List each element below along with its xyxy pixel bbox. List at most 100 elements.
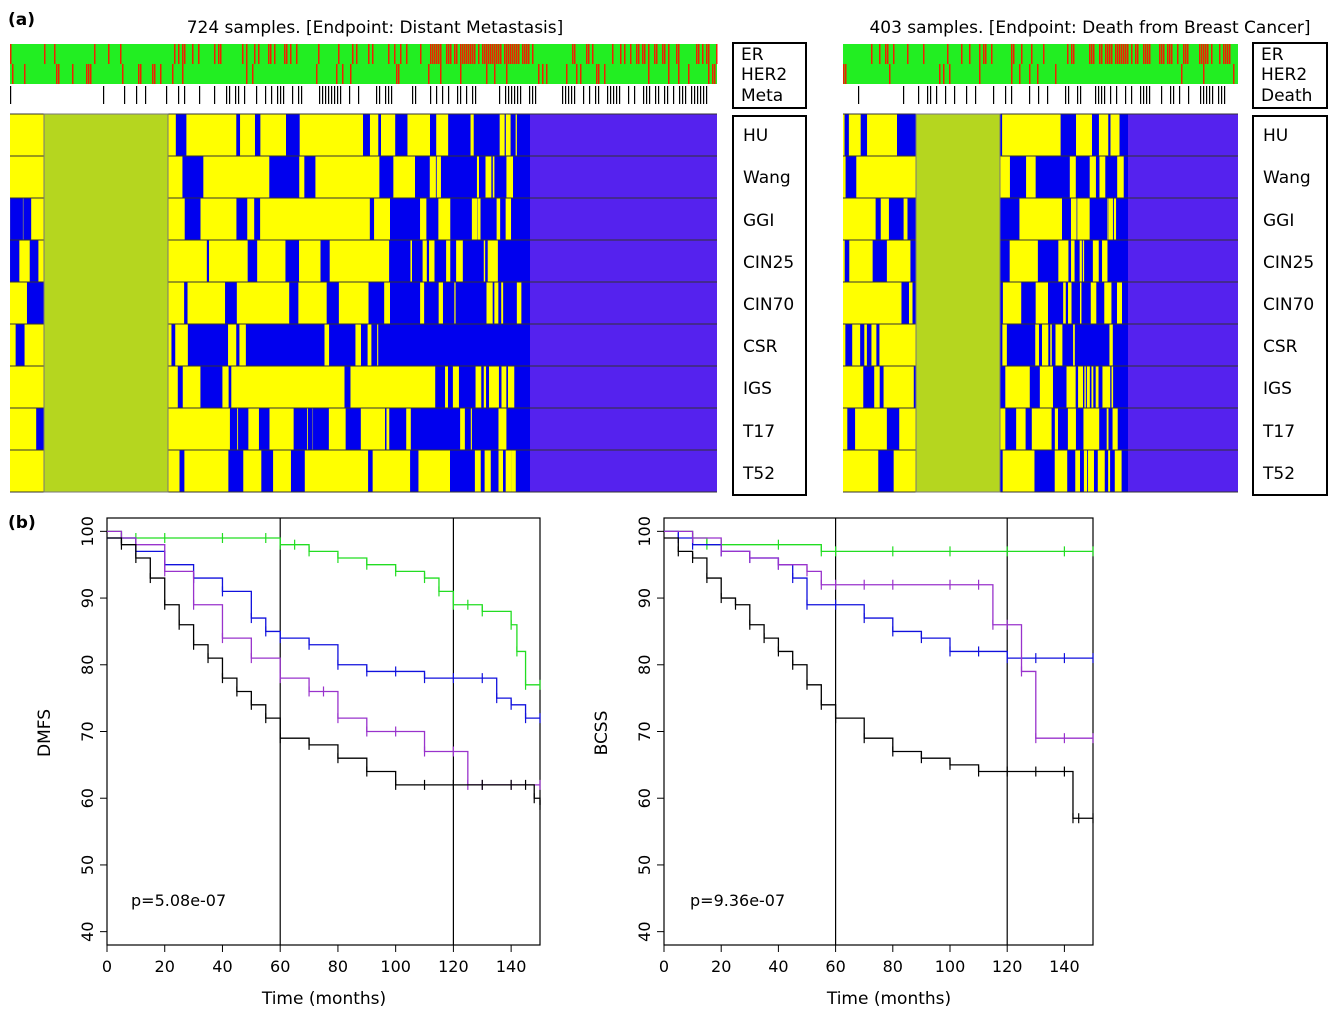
heatmap-stripe: [863, 366, 875, 408]
annotation-tick: [474, 44, 476, 64]
heatmap-stripe: [1092, 408, 1100, 450]
heatmap-stripe: [369, 198, 375, 240]
annotation-tick: [662, 44, 664, 64]
annotation-tick: [484, 44, 486, 64]
annotation-tick: [438, 44, 440, 64]
annotation-tick: [1073, 44, 1075, 64]
y-tick-label: 60: [635, 788, 654, 808]
heatmap-stripe: [1107, 198, 1109, 240]
annotation-tick: [430, 44, 432, 64]
y-tick-label: 80: [78, 655, 97, 675]
annotation-tick: [1115, 44, 1117, 64]
heatmap-stripe: [1088, 408, 1096, 450]
y-tick-label: 40: [635, 921, 654, 941]
heatmap-stripe: [515, 114, 517, 156]
event-tick: [703, 86, 705, 104]
annotation-tick: [1099, 44, 1101, 64]
heatmap-stripe: [304, 156, 314, 198]
heatmap-row-tail: [530, 282, 717, 324]
annotation-tick: [72, 64, 74, 84]
annotation-tick: [1171, 44, 1173, 64]
heatmap-row-blue: [1092, 114, 1128, 156]
heatmap-stripe: [896, 114, 907, 156]
heatmap-stripe: [491, 240, 498, 282]
annotation-tick: [56, 64, 58, 84]
annotation-legend-left: [732, 42, 807, 109]
heatmap-stripe: [872, 240, 887, 282]
annotation-tick: [1181, 64, 1183, 84]
annotation-bar: [10, 64, 717, 84]
y-tick-label: 70: [635, 721, 654, 741]
annotation-tick: [198, 44, 200, 64]
event-tick: [694, 86, 696, 104]
heatmap-stripe: [496, 198, 501, 240]
heatmap-stripe: [1112, 408, 1118, 450]
annotation-tick: [843, 64, 845, 84]
annotation-tick: [574, 44, 576, 64]
event-tick: [460, 86, 462, 104]
annot-label-er-left: ER: [741, 45, 764, 65]
annotation-tick: [274, 44, 276, 64]
annotation-tick: [400, 44, 402, 64]
row-legend-left: [732, 115, 807, 496]
event-tick: [511, 86, 513, 104]
heatmap-stripe: [1056, 324, 1063, 366]
annotation-tick: [140, 64, 142, 84]
heatmap-stripe: [293, 408, 308, 450]
heatmap-stripe: [1063, 240, 1069, 282]
annotation-tick: [991, 44, 993, 64]
survival-curve: [664, 530, 1093, 739]
heatmap-stripe: [1102, 240, 1108, 282]
event-tick: [472, 86, 474, 104]
annotation-tick: [708, 64, 710, 84]
event-tick: [966, 86, 968, 104]
heatmap-stripe: [498, 408, 504, 450]
annotation-tick: [1159, 44, 1161, 64]
heatmap-stripe: [286, 114, 300, 156]
event-tick: [655, 86, 657, 104]
event-tick: [1005, 86, 1007, 104]
annotation-tick: [270, 44, 272, 64]
annotation-tick: [428, 64, 430, 84]
heatmap-stripe: [1055, 324, 1058, 366]
heatmap-stripe: [903, 114, 916, 156]
event-tick: [646, 86, 648, 104]
annotation-tick: [716, 44, 718, 64]
annotation-tick: [456, 44, 458, 64]
heatmap-stripe: [1042, 324, 1049, 366]
annotation-tick: [352, 44, 354, 64]
event-tick: [562, 86, 564, 104]
heatmap-stripe: [886, 408, 900, 450]
annotation-tick: [152, 64, 154, 84]
y-tick-label: 50: [635, 855, 654, 875]
event-tick: [583, 86, 585, 104]
heatmap-row-tail: [530, 156, 717, 198]
annotation-tick: [506, 44, 508, 64]
annotation-tick: [1187, 44, 1189, 64]
x-tick-label: 60: [270, 957, 290, 976]
heatmap-stripe: [261, 450, 271, 492]
annotation-tick: [90, 64, 92, 84]
row-labels-left: HU Wang GGI CIN25 CIN70 CSR IGS T17 T52: [742, 126, 794, 484]
annotation-tick: [172, 64, 174, 84]
event-tick: [634, 86, 636, 104]
heatmap-stripe: [454, 282, 456, 324]
heatmap-stripe: [247, 240, 258, 282]
annotation-tick: [214, 44, 216, 64]
y-tick-label: 90: [78, 588, 97, 608]
annotation-tick: [498, 44, 500, 64]
heatmap-stripe: [875, 198, 881, 240]
annotation-tick: [432, 44, 434, 64]
event-tick: [1224, 86, 1226, 104]
heatmap-stripe: [238, 408, 249, 450]
event-tick: [1038, 86, 1040, 104]
event-tick: [1140, 86, 1142, 104]
annotation-tick: [1149, 44, 1151, 64]
annotation-bar: [843, 64, 1238, 84]
annotation-tick: [1137, 44, 1139, 64]
annotation-tick: [1119, 44, 1121, 64]
heatmap-stripe: [996, 324, 1006, 366]
event-tick: [448, 86, 450, 104]
heatmap-stripe: [902, 282, 909, 324]
heatmap-stripe: [1113, 114, 1120, 156]
